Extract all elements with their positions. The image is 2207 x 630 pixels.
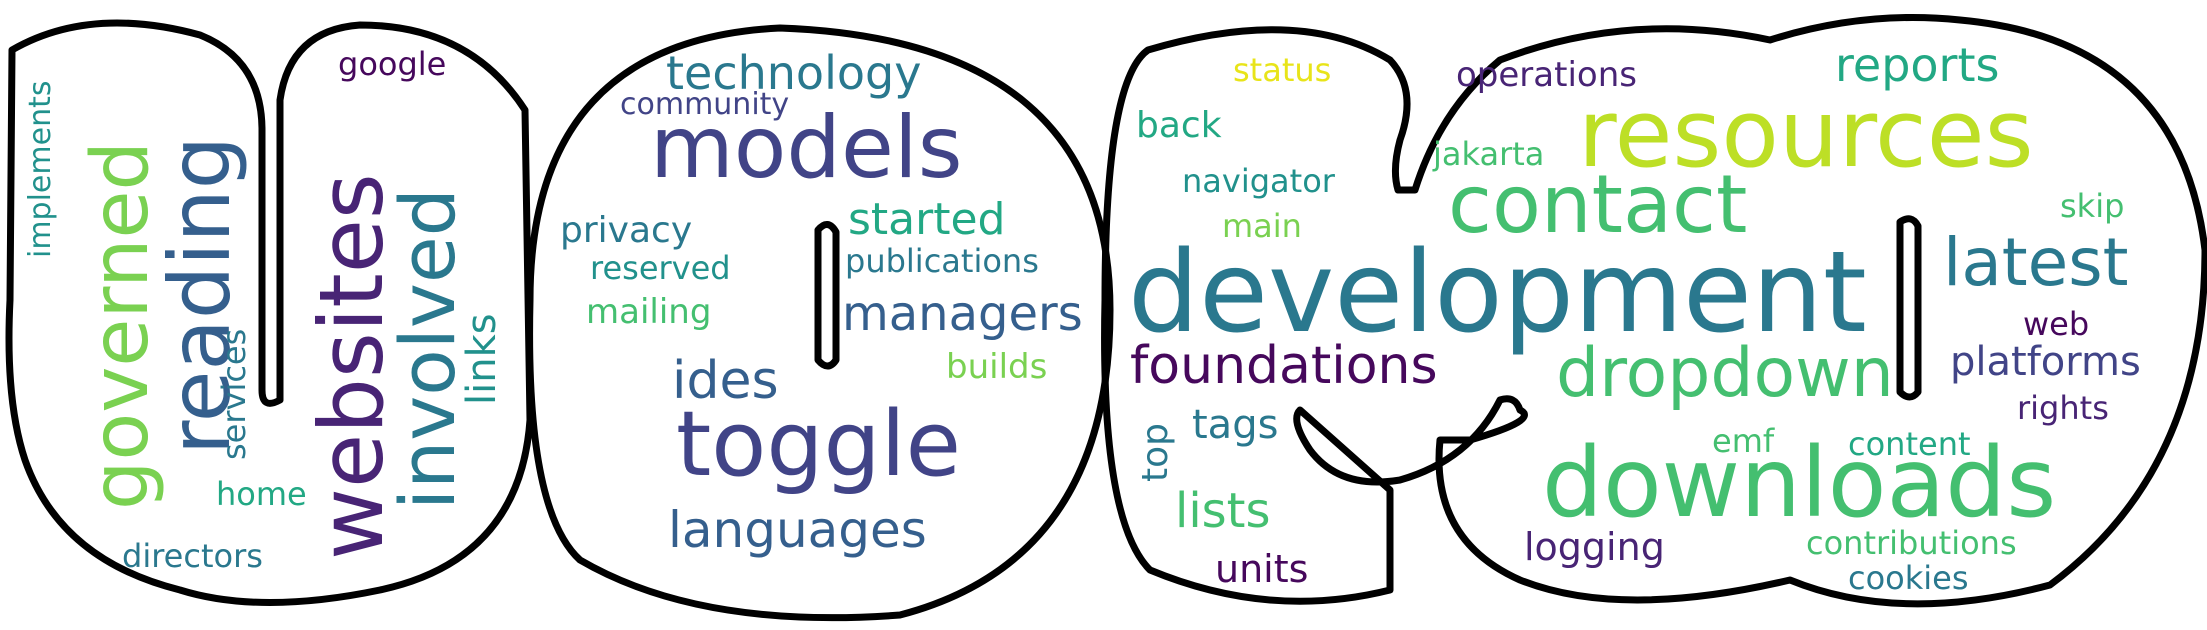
word-reports: reports xyxy=(1835,38,2000,92)
word-technology: technology xyxy=(666,46,922,100)
word-main: main xyxy=(1222,207,1302,245)
word-back: back xyxy=(1136,105,1222,146)
word-web: web xyxy=(2023,305,2090,343)
word-google: google xyxy=(338,45,447,83)
word-operations: operations xyxy=(1456,55,1637,95)
word-languages: languages xyxy=(668,501,927,559)
word-involved: involved xyxy=(383,188,472,510)
word-emf: emf xyxy=(1712,422,1775,460)
word-jakarta: jakarta xyxy=(1433,135,1545,173)
word-rights: rights xyxy=(2017,389,2109,427)
word-cookies: cookies xyxy=(1848,559,1969,597)
word-foundations: foundations xyxy=(1130,336,1438,396)
word-top: top xyxy=(1135,423,1176,482)
word-implements: implements xyxy=(23,80,58,258)
word-home: home xyxy=(216,475,307,513)
word-privacy: privacy xyxy=(560,210,693,251)
word-lists: lists xyxy=(1175,483,1271,539)
word-dropdown: dropdown xyxy=(1556,334,1894,413)
word-links: links xyxy=(459,313,505,405)
word-publications: publications xyxy=(845,242,1039,280)
word-tags: tags xyxy=(1192,402,1279,448)
word-mailing: mailing xyxy=(586,292,712,332)
letter-c-outline xyxy=(1101,14,2207,608)
letter-u-outline xyxy=(5,19,534,606)
word-development: development xyxy=(1128,228,1867,358)
word-skip: skip xyxy=(2060,187,2125,225)
word-downloads: downloads xyxy=(1542,427,2057,539)
word-toggle: toggle xyxy=(676,392,961,497)
word-reserved: reserved xyxy=(590,249,731,287)
letter-o-slot xyxy=(814,221,840,370)
word-units: units xyxy=(1215,547,1309,591)
word-status: status xyxy=(1233,51,1332,89)
word-community: community xyxy=(620,87,790,122)
letter-o-outline xyxy=(526,24,1114,622)
word-started: started xyxy=(848,194,1006,245)
letter-c-slot xyxy=(1896,215,1922,401)
word-resources: resources xyxy=(1578,80,2034,189)
word-content: content xyxy=(1848,425,1971,463)
word-latest: latest xyxy=(1943,224,2129,301)
word-directors: directors xyxy=(122,537,263,575)
word-logging: logging xyxy=(1524,525,1665,569)
word-contact: contact xyxy=(1448,158,1748,251)
word-managers: managers xyxy=(842,286,1083,342)
word-navigator: navigator xyxy=(1182,162,1335,200)
word-services: services xyxy=(215,328,253,460)
word-ides: ides xyxy=(672,351,779,411)
word-models: models xyxy=(650,98,963,198)
word-platforms: platforms xyxy=(1950,339,2141,385)
word-builds: builds xyxy=(946,347,1048,387)
word-governed: governed xyxy=(76,140,166,510)
word-contributions: contributions xyxy=(1806,524,2017,562)
